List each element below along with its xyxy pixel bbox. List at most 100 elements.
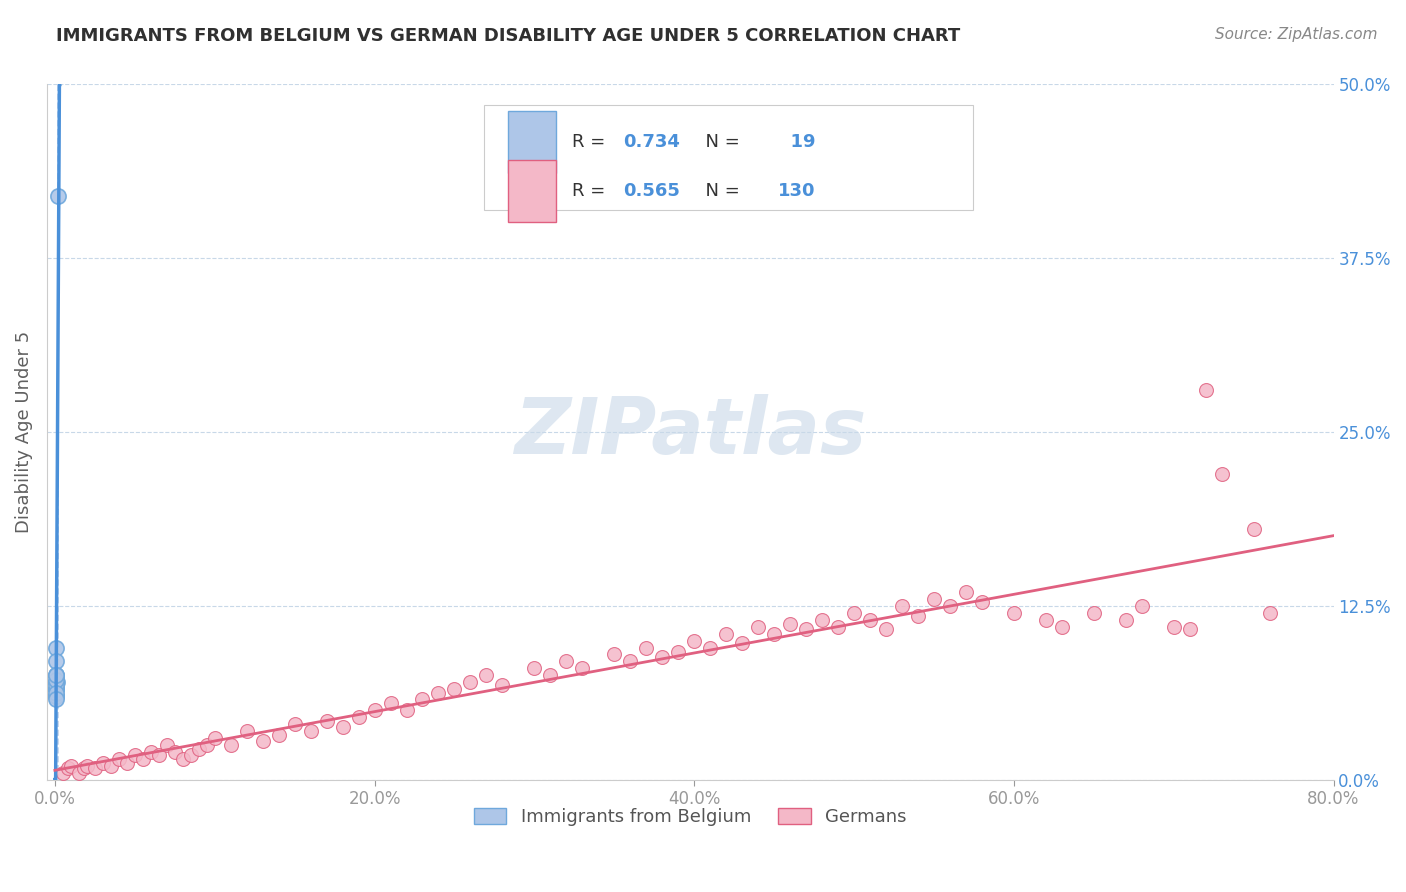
Point (555, 655, 578, 669)
Text: 19: 19 (778, 133, 815, 151)
Point (1035, 613, 1057, 627)
Point (163, 745, 186, 759)
Point (1211, 467, 1233, 481)
Point (1115, 613, 1137, 627)
Point (714, 626, 737, 640)
Point (1050, 620, 1073, 634)
Point (1002, 606, 1025, 620)
Text: R =: R = (572, 182, 610, 200)
Point (45, 668, 67, 682)
Point (859, 613, 882, 627)
Point (1130, 599, 1153, 613)
Point (45, 682, 67, 697)
Point (1083, 606, 1105, 620)
Point (794, 623, 817, 637)
FancyBboxPatch shape (484, 105, 973, 210)
Point (827, 620, 849, 634)
Point (108, 752, 131, 766)
Point (1195, 384, 1218, 398)
Point (1163, 620, 1185, 634)
Point (45, 675, 67, 690)
Point (571, 661, 593, 675)
Point (411, 692, 433, 706)
Point (603, 648, 626, 662)
Point (939, 599, 962, 613)
Point (443, 682, 465, 697)
Point (475, 668, 498, 682)
Point (148, 747, 170, 762)
Point (45, 689, 67, 703)
Point (180, 747, 202, 762)
Point (45, 640, 67, 655)
Point (45, 668, 67, 682)
Point (970, 594, 993, 608)
Point (891, 599, 914, 613)
Point (45, 675, 67, 690)
Text: 0.565: 0.565 (623, 182, 681, 200)
Point (380, 696, 402, 710)
Point (172, 752, 194, 766)
Point (91, 756, 114, 770)
Point (267, 728, 290, 742)
Point (842, 606, 865, 620)
Point (922, 591, 945, 606)
Point (45, 682, 67, 697)
Point (72, 762, 94, 776)
Text: N =: N = (695, 133, 745, 151)
Point (1178, 623, 1201, 637)
Point (332, 720, 354, 734)
Point (779, 616, 801, 631)
Point (363, 703, 385, 717)
Point (195, 738, 218, 752)
Text: IMMIGRANTS FROM BELGIUM VS GERMAN DISABILITY AGE UNDER 5 CORRELATION CHART: IMMIGRANTS FROM BELGIUM VS GERMAN DISABI… (56, 27, 960, 45)
Text: ZIPatlas: ZIPatlas (515, 394, 866, 470)
Point (955, 585, 977, 599)
Text: 0.734: 0.734 (623, 133, 681, 151)
Point (875, 623, 897, 637)
Point (67, 765, 90, 780)
Point (45, 673, 67, 687)
Point (427, 686, 450, 700)
Point (1243, 522, 1265, 536)
Text: R =: R = (572, 133, 610, 151)
Point (45, 686, 67, 700)
Point (1258, 606, 1281, 620)
Point (811, 613, 834, 627)
Point (59, 758, 82, 772)
Point (45, 678, 67, 692)
Point (252, 733, 274, 747)
Point (156, 738, 179, 752)
Point (45, 668, 67, 682)
Text: N =: N = (695, 182, 745, 200)
Point (395, 703, 418, 717)
Point (83, 762, 105, 776)
Point (204, 731, 226, 745)
Point (299, 723, 322, 738)
Point (666, 645, 689, 659)
Point (636, 640, 658, 655)
Point (45, 692, 67, 706)
Point (619, 655, 641, 669)
Point (315, 714, 337, 729)
Point (347, 710, 370, 724)
Point (763, 626, 786, 640)
Point (45, 655, 67, 669)
Point (699, 640, 721, 655)
Point (46, 188, 69, 202)
Point (45, 682, 67, 697)
Point (907, 608, 929, 623)
Text: Source: ZipAtlas.com: Source: ZipAtlas.com (1215, 27, 1378, 42)
Point (284, 717, 307, 731)
Point (56, 762, 79, 776)
Point (460, 675, 482, 690)
Point (187, 742, 209, 756)
Bar (508, 111, 557, 173)
Point (45, 689, 67, 703)
Text: 130: 130 (778, 182, 815, 200)
Point (747, 620, 769, 634)
Point (683, 633, 706, 648)
Point (100, 758, 122, 772)
Point (45, 675, 67, 690)
Point (235, 723, 257, 738)
Point (523, 661, 546, 675)
